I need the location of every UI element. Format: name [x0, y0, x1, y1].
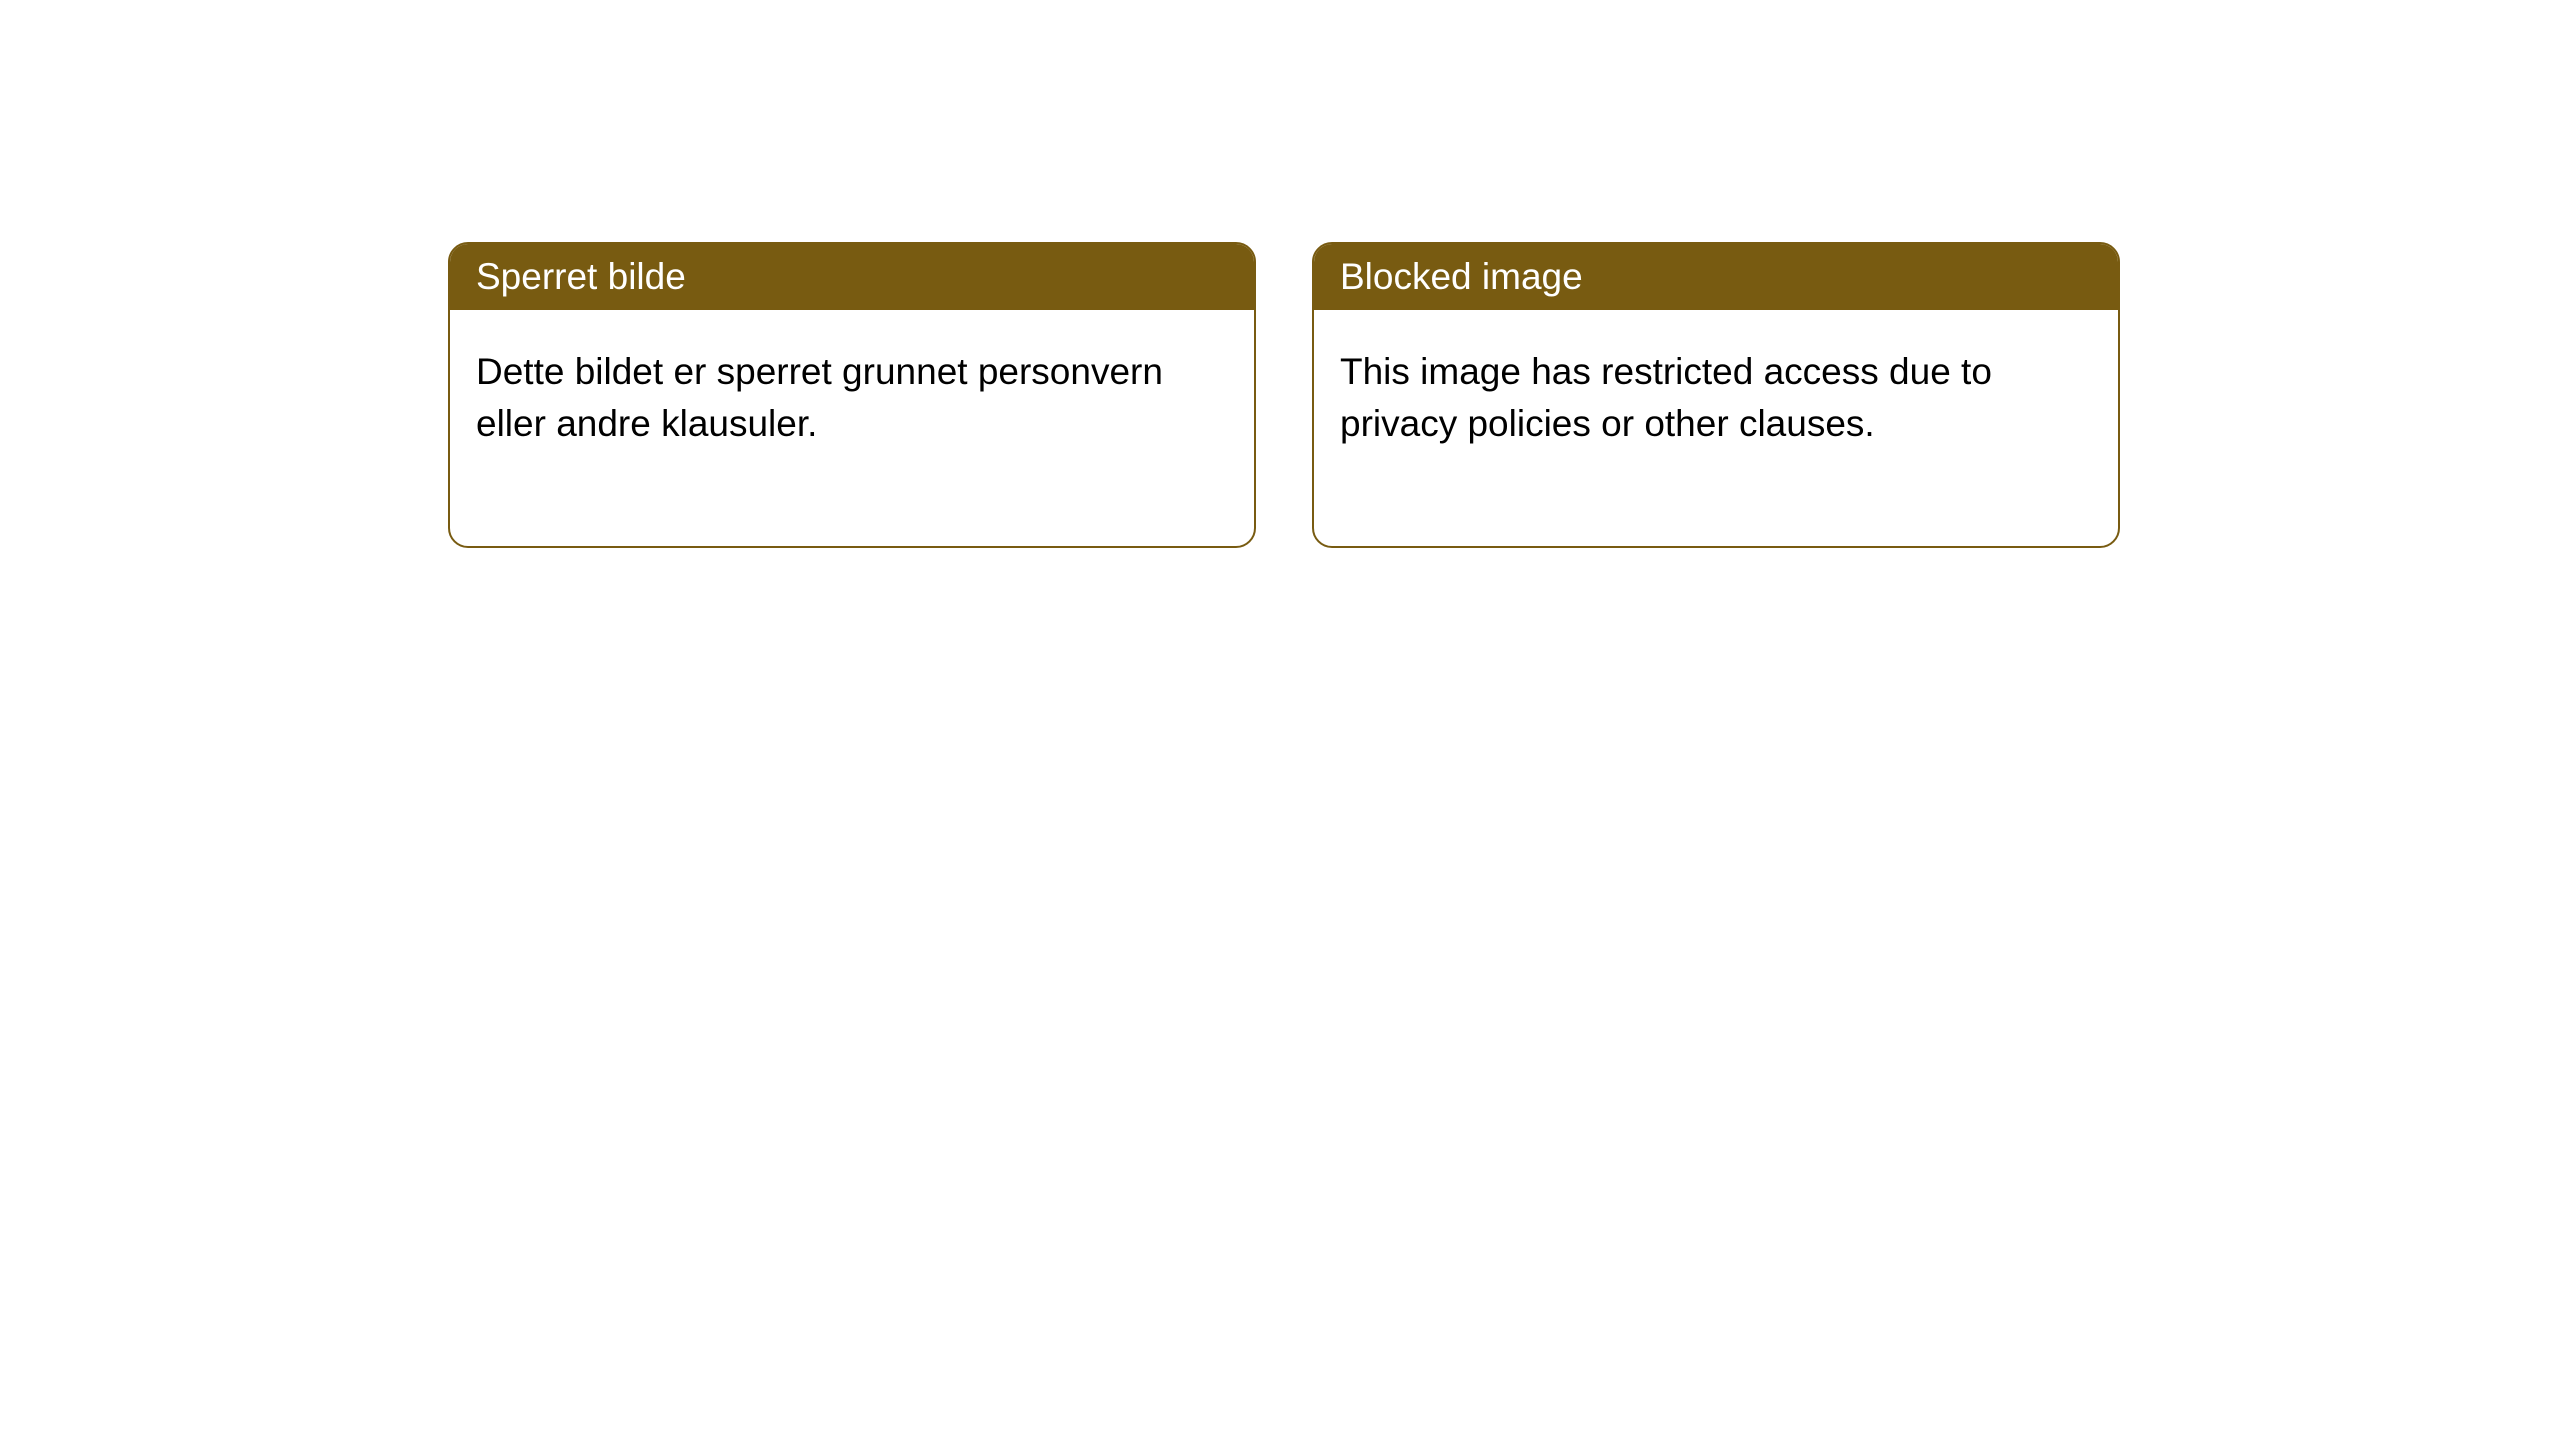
notice-header: Blocked image: [1314, 244, 2118, 310]
notice-body: This image has restricted access due to …: [1314, 310, 2118, 546]
notice-header: Sperret bilde: [450, 244, 1254, 310]
notice-box-english: Blocked image This image has restricted …: [1312, 242, 2120, 548]
notice-title: Sperret bilde: [476, 256, 686, 297]
notice-title: Blocked image: [1340, 256, 1583, 297]
notice-box-norwegian: Sperret bilde Dette bildet er sperret gr…: [448, 242, 1256, 548]
notice-body: Dette bildet er sperret grunnet personve…: [450, 310, 1254, 546]
notice-text: Dette bildet er sperret grunnet personve…: [476, 351, 1163, 444]
notice-container: Sperret bilde Dette bildet er sperret gr…: [0, 0, 2560, 548]
notice-text: This image has restricted access due to …: [1340, 351, 1992, 444]
